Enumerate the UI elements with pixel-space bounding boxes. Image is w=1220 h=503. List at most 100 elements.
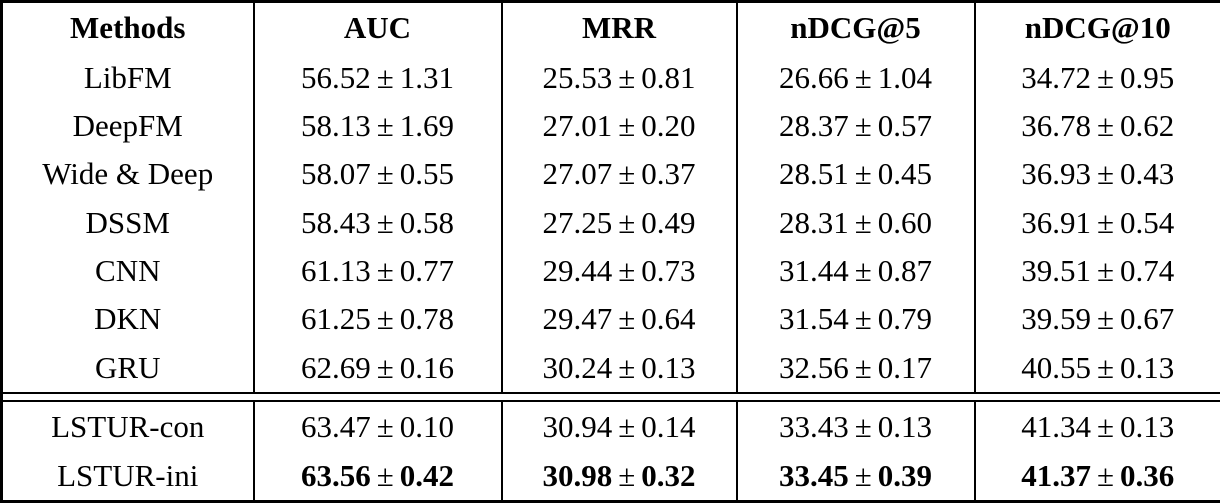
metric-mean: 29.47 [542,301,613,337]
metric-mean: 29.44 [542,253,613,289]
metric-mean: 32.56 [778,350,849,385]
metric-std: 0.36 [1120,457,1175,493]
plus-minus-sign: ± [376,253,394,289]
table-row-wide-deep: Wide & Deep 58.07 ±0.55 27.07 ±0.37 28.51 ±0.4… [2,150,1220,199]
metric-mean: 27.07 [542,156,613,192]
plus-minus-sign: ± [854,156,872,192]
plus-minus-sign: ± [376,408,394,444]
metric-mean: 26.66 [778,59,849,95]
metric-std: 0.13 [877,408,932,444]
metric-std: 0.73 [641,253,696,289]
value-cell-mrr: 27.25 ±0.49 [500,198,737,247]
metric-std: 0.39 [877,457,932,493]
metric-std: 1.69 [399,108,454,144]
metric-std: 0.57 [877,108,932,144]
metric-mean: 39.59 [1021,301,1091,337]
value-cell-ndcg-10: 41.34 ±0.13 [973,401,1220,452]
value-cell-mrr: 30.98 ±0.32 [500,451,737,502]
value-cell-auc: 56.52 ±1.31 [252,53,502,102]
plus-minus-sign: ± [1096,350,1114,385]
table-row-lstur-con: LSTUR-con 63.47 ±0.10 30.94 ±0.14 33.43 ±0.13 4… [2,401,1220,452]
method-name-cell: LibFM [83,59,172,95]
metric-std: 0.14 [641,408,696,444]
value-cell-ndcg-5: 26.66 ±1.04 [735,53,975,102]
metric-mean: 25.53 [542,59,613,95]
value-cell-mrr: 27.01 ±0.20 [500,101,737,151]
table-row-dssm: DSSM 58.43 ±0.58 27.25 ±0.49 28.31 ±0.60 36.91 ±… [2,198,1220,247]
table-row-libfm: LibFM 56.52 ±1.31 25.53 ±0.81 26.66 ±1.04 34.72… [2,53,1220,102]
metric-mean: 63.47 [300,408,371,444]
method-name-cell: DeepFM [72,108,183,144]
metric-mean: 30.94 [542,408,613,444]
metric-mean: 27.01 [542,108,613,144]
plus-minus-sign: ± [854,253,872,289]
value-cell-ndcg-5: 28.31 ±0.60 [735,198,975,247]
value-cell-ndcg-10: 36.91 ±0.54 [973,198,1220,247]
plus-minus-sign: ± [618,253,636,289]
metric-std: 0.42 [399,457,454,493]
plus-minus-sign: ± [854,204,872,240]
metric-mean: 34.72 [1021,59,1091,95]
plus-minus-sign: ± [1096,59,1114,95]
metric-std: 0.55 [399,156,454,192]
plus-minus-sign: ± [854,408,872,444]
value-cell-ndcg-5: 28.51 ±0.45 [735,150,975,199]
metric-mean: 30.24 [542,350,613,385]
metric-mean: 41.34 [1021,408,1091,444]
metric-std: 0.45 [877,156,932,192]
value-cell-auc: 58.07 ±0.55 [252,150,502,199]
plus-minus-sign: ± [1096,204,1114,240]
plus-minus-sign: ± [376,108,394,144]
double-rule-separator [1,392,1220,403]
value-cell-auc: 61.13 ±0.77 [252,246,502,296]
plus-minus-sign: ± [1096,457,1114,493]
value-cell-auc: 62.69 ±0.16 [252,343,502,394]
value-cell-ndcg-10: 41.37 ±0.36 [973,451,1220,502]
plus-minus-sign: ± [618,408,636,444]
metric-mean: 41.37 [1021,457,1091,493]
metric-mean: 39.51 [1021,253,1091,289]
metric-std: 0.43 [1120,156,1175,192]
method-name-cell: GRU [95,350,161,385]
table-header: Methods AUC MRR nDCG@5 nDCG@10 [2,1,1220,54]
metric-std: 0.95 [1120,59,1175,95]
metric-std: 0.60 [877,204,932,240]
plus-minus-sign: ± [618,108,636,144]
value-cell-ndcg-10: 39.59 ±0.67 [973,295,1220,344]
metric-mean: 40.55 [1021,350,1091,385]
value-cell-ndcg-5: 33.45 ±0.39 [735,451,975,502]
metric-mean: 28.31 [778,204,849,240]
metric-mean: 61.25 [300,301,371,337]
metric-mean: 30.98 [542,457,613,493]
metric-mean: 31.44 [778,253,849,289]
metric-mean: 58.43 [300,204,371,240]
plus-minus-sign: ± [376,59,394,95]
method-name-cell: LSTUR-ini [57,457,199,493]
metric-std: 0.58 [399,204,454,240]
method-name-cell: Wide & Deep [42,156,214,192]
value-cell-mrr: 29.44 ±0.73 [500,246,737,296]
column-header-mrr: MRR [500,1,737,54]
value-cell-ndcg-10: 36.93 ±0.43 [973,150,1220,199]
metric-std: 0.62 [1120,108,1175,144]
plus-minus-sign: ± [1096,156,1114,192]
metric-std: 1.31 [399,59,454,95]
plus-minus-sign: ± [618,204,636,240]
metric-mean: 33.43 [778,408,849,444]
plus-minus-sign: ± [854,457,872,493]
value-cell-mrr: 27.07 ±0.37 [500,150,737,199]
metric-std: 0.20 [641,108,696,144]
plus-minus-sign: ± [1096,301,1114,337]
metric-mean: 31.54 [778,301,849,337]
plus-minus-sign: ± [376,156,394,192]
value-cell-mrr: 30.24 ±0.13 [500,343,737,394]
plus-minus-sign: ± [854,301,872,337]
plus-minus-sign: ± [1096,253,1114,289]
value-cell-ndcg-10: 40.55 ±0.13 [973,343,1220,394]
metric-std: 0.64 [641,301,696,337]
metric-std: 0.79 [877,301,932,337]
value-cell-auc: 61.25 ±0.78 [252,295,502,344]
method-name-cell: LSTUR-con [51,408,205,444]
plus-minus-sign: ± [1096,408,1114,444]
